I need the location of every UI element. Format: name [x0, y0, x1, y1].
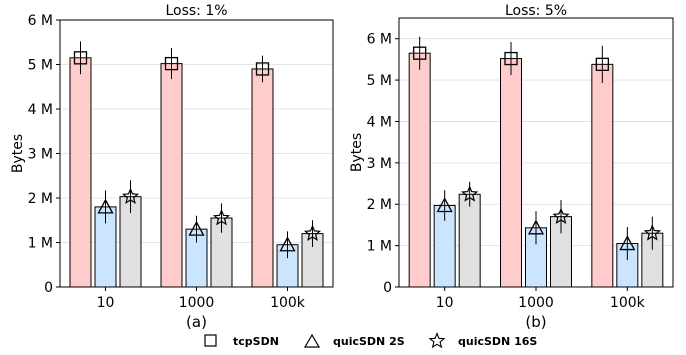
marker-star: [552, 207, 570, 224]
marker-star: [643, 224, 662, 241]
x-tick-label: 100k: [270, 295, 306, 311]
y-tick-label: 6 M: [367, 32, 392, 48]
axes-frame: [398, 17, 674, 288]
y-tick-label: 5 M: [367, 73, 392, 89]
axes-frame: [59, 19, 334, 288]
marker-square: [595, 57, 609, 72]
y-tick-label: 4 M: [28, 102, 53, 118]
y-axis-label: Bytes: [349, 133, 365, 172]
marker-square: [504, 51, 518, 66]
y-tick-label: 4 M: [367, 114, 392, 130]
legend-marker-square: [204, 334, 217, 347]
y-tick-label: 2 M: [367, 197, 392, 213]
marker-square: [164, 56, 179, 71]
y-tick-label: 2 M: [28, 191, 53, 207]
legend: tcpSDN quicSDN 2S quicSDN 16S: [204, 332, 537, 349]
marker-triangle: [619, 235, 636, 251]
y-tick-label: 3 M: [28, 147, 53, 163]
chart-panel-a: 0 1 M 2 M 3 M 4 M 5 M 6 M 10 1000 100k Loss: 1% Byt…: [10, 3, 334, 331]
legend-label: tcpSDN: [233, 335, 279, 348]
y-tick-label: 6 M: [28, 13, 53, 29]
marker-triangle: [188, 220, 205, 236]
y-tick-label: 1 M: [28, 236, 53, 252]
y-tick-label: 0: [383, 280, 392, 296]
marker-star: [303, 224, 322, 241]
marker-triangle: [97, 198, 114, 214]
legend-label: quicSDN 16S: [458, 335, 537, 348]
panel-caption: (b): [525, 313, 546, 331]
x-tick-label: 1000: [518, 295, 554, 311]
marker-star: [460, 185, 479, 202]
marker-triangle: [436, 197, 453, 213]
marker-square: [255, 62, 270, 76]
chart-title: Loss: 5%: [505, 3, 567, 19]
marker-star: [212, 208, 231, 226]
bar: [458, 193, 481, 288]
marker-triangle: [527, 219, 545, 235]
bar: [500, 58, 522, 288]
bar: [160, 63, 183, 288]
legend-marker-star: [428, 332, 446, 349]
chart-title: Loss: 1%: [165, 3, 227, 19]
marker-star: [121, 187, 140, 204]
marker-square: [73, 51, 88, 65]
bar: [591, 63, 614, 288]
chart-panel-b: 0 1 M 2 M 3 M 4 M 5 M 6 M 10 1000 100k Loss: 5% Byt…: [349, 3, 674, 331]
marker-square: [413, 46, 427, 60]
bar: [251, 68, 274, 288]
y-tick-label: 1 M: [367, 239, 392, 255]
marker-triangle: [279, 236, 296, 252]
legend-marker-triangle: [303, 333, 321, 348]
y-tick-label: 5 M: [28, 58, 53, 74]
x-tick-label: 10: [97, 295, 115, 311]
y-axis-label: Bytes: [10, 134, 26, 173]
bar: [408, 52, 431, 288]
legend-label: quicSDN 2S: [333, 335, 405, 348]
x-tick-label: 10: [436, 295, 454, 311]
y-tick-label: 0: [44, 280, 53, 296]
panel-caption: (a): [186, 313, 207, 331]
x-tick-label: 100k: [610, 295, 646, 311]
bar: [69, 57, 92, 288]
x-tick-label: 1000: [179, 295, 215, 311]
y-tick-label: 3 M: [367, 156, 392, 172]
